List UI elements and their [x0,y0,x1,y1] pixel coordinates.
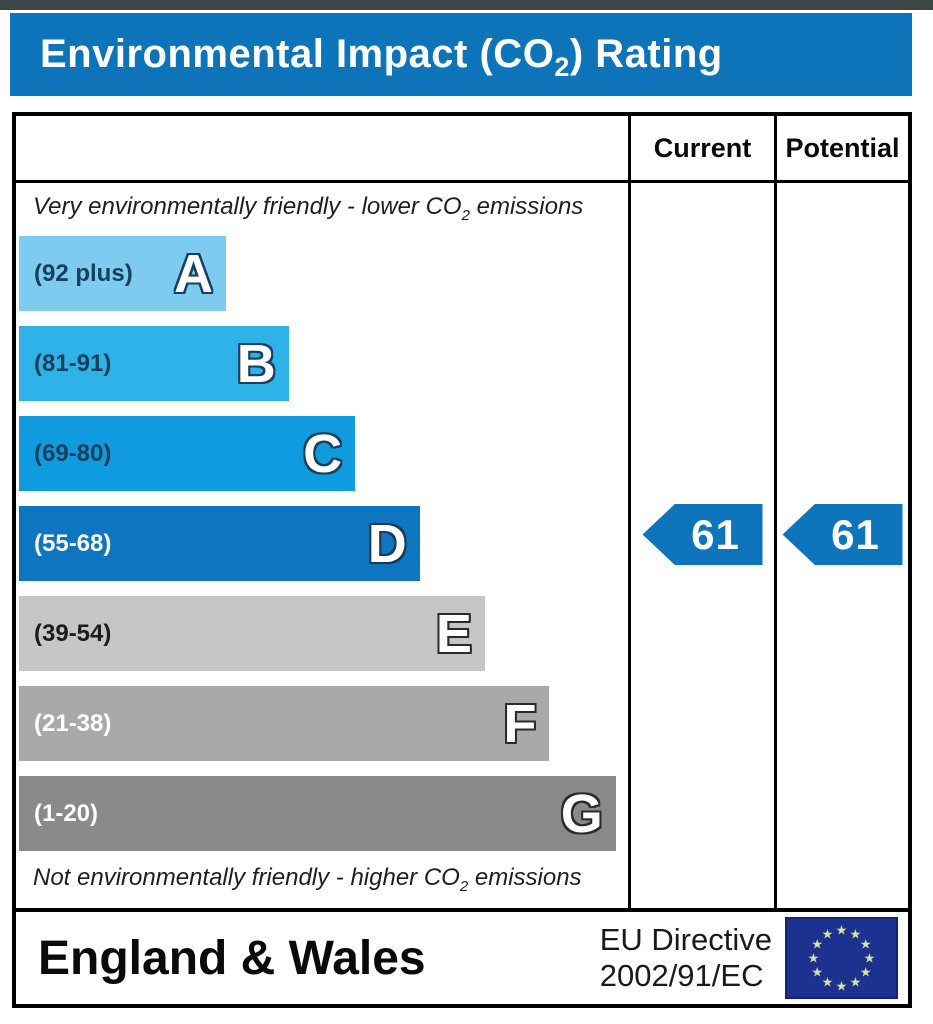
bands-column: Very environmentally friendly - lower CO… [16,183,628,908]
note-bottom-subscript: 2 [459,878,469,895]
eu-star-icon: ★ [859,964,872,980]
band-G: (1-20) G [19,776,616,851]
header-blank-cell [16,116,628,183]
header-current: Current [628,116,774,183]
band-letter: E [435,603,472,664]
eu-star-icon: ★ [859,936,872,952]
note-top-subscript: 2 [461,207,470,224]
note-top: Very environmentally friendly - lower CO… [19,183,628,228]
eu-directive-line1: EU Directive [599,922,772,958]
band-F: (21-38) F [19,686,550,761]
eu-directive-label: EU Directive 2002/91/EC [600,922,772,993]
page-title-text-end: ) Rating [569,32,723,76]
eu-directive-line2: 2002/91/EC [599,958,764,993]
band-D: (55-68) D [19,506,420,581]
eu-star-icon: ★ [849,926,862,942]
band-letter: G [560,783,603,844]
chart-grid: Current Potential Very environmentally f… [16,116,908,912]
band-range-label: (21-38) [34,709,112,737]
region-name: England & Wales [38,931,426,985]
note-top-text: Very environmentally friendly - lower CO [33,193,462,220]
eu-star-icon: ★ [821,926,834,942]
page-title-subscript: 2 [554,52,570,82]
title-bar: Environmental Impact (CO2) Rating [10,13,912,96]
footer: England & Wales EU Directive 2002/91/EC … [16,912,908,1004]
page-title: Environmental Impact (CO2) Rating [10,13,912,109]
band-letter: A [174,243,214,304]
page-title-text: Environmental Impact (CO [40,32,555,76]
band-range-label: (1-20) [34,799,99,827]
band-A: (92 plus) A [19,236,227,311]
epc-rating-table: Current Potential Very environmentally f… [12,112,912,1008]
band-E: (39-54) E [19,596,485,671]
eu-star-icon: ★ [807,950,820,966]
band-range-label: (55-68) [34,529,112,557]
band-range-label: (69-80) [34,439,112,467]
band-letter: D [367,513,407,574]
potential-column: 61 [774,183,908,908]
note-bottom-text-end: emissions [468,864,582,891]
band-C: (69-80) C [19,416,356,491]
eu-star-icon: ★ [821,974,834,990]
band-range-label: (39-54) [34,619,112,647]
header-potential: Potential [774,116,908,183]
band-letter: F [503,693,537,754]
band-letter: B [236,333,276,394]
band-range-label: (92 plus) [34,259,133,287]
eu-star-icon: ★ [835,922,848,938]
note-bottom: Not environmentally friendly - higher CO… [19,864,628,895]
note-bottom-text: Not environmentally friendly - higher CO [33,864,460,891]
band-B: (81-91) B [19,326,289,401]
eu-star-icon: ★ [863,950,876,966]
eu-star-icon: ★ [811,936,824,952]
eu-flag-icon: ★ ★ ★ ★ ★ ★ ★ ★ ★ ★ ★ ★ [785,917,898,999]
current-value-arrow: 61 [642,504,763,565]
decorative-top-bar [0,0,933,10]
potential-value: 61 [831,510,880,558]
current-column: 61 [628,183,774,908]
band-range-label: (81-91) [34,349,112,377]
note-top-text-end: emissions [469,193,584,220]
eu-star-icon: ★ [849,974,862,990]
current-value: 61 [691,510,740,558]
band-letter: C [303,423,343,484]
bands: (92 plus) A (81-91) B (69-80) C (55-68) D (39-54… [19,236,628,851]
potential-value-arrow: 61 [782,504,903,565]
eu-star-icon: ★ [835,978,848,994]
eu-star-icon: ★ [811,964,824,980]
